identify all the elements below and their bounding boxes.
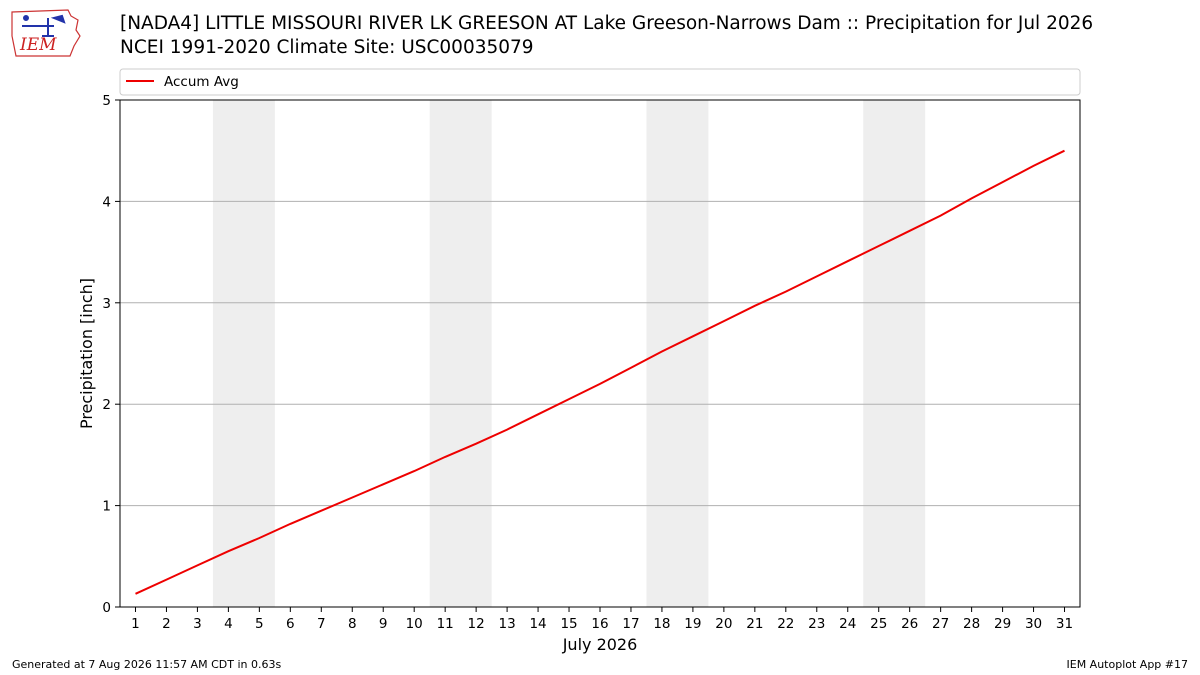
x-tick-label: 18 — [653, 616, 670, 632]
x-tick-label: 2 — [162, 616, 171, 632]
y-tick-label: 2 — [102, 397, 111, 413]
x-tick-label: 4 — [224, 616, 233, 632]
x-tick-label: 29 — [994, 616, 1011, 632]
generated-timestamp: Generated at 7 Aug 2026 11:57 AM CDT in … — [12, 658, 282, 671]
x-tick-label: 30 — [1025, 616, 1042, 632]
x-tick-label: 17 — [622, 616, 639, 632]
legend-label-accum-avg: Accum Avg — [164, 74, 239, 90]
x-tick-label: 23 — [808, 616, 825, 632]
x-tick-label: 19 — [684, 616, 701, 632]
chart-title: [NADA4] LITTLE MISSOURI RIVER LK GREESON… — [120, 13, 1094, 34]
x-tick-label: 3 — [193, 616, 202, 632]
series-group — [135, 149, 1065, 595]
y-tick-label: 3 — [102, 296, 111, 312]
x-tick-label: 20 — [715, 616, 732, 632]
x-tick-label: 26 — [901, 616, 918, 632]
x-tick-label: 11 — [437, 616, 454, 632]
y-tick-label: 1 — [102, 499, 111, 515]
x-tick-label: 10 — [406, 616, 423, 632]
x-tick-label: 15 — [560, 616, 577, 632]
x-tick-label: 28 — [963, 616, 980, 632]
x-tick-label: 1 — [131, 616, 140, 632]
x-tick-label: 24 — [839, 616, 856, 632]
weather-station-icon — [22, 14, 66, 37]
x-tick-label: 8 — [348, 616, 357, 632]
x-axis-label: July 2026 — [562, 635, 638, 654]
y-axis-label: Precipitation [inch] — [77, 278, 96, 429]
app-credit: IEM Autoplot App #17 — [1066, 658, 1189, 671]
legend: Accum Avg — [119, 68, 1081, 96]
y-axis: 0 1 2 3 4 5 — [102, 93, 120, 616]
legend-box — [119, 68, 1081, 96]
x-tick-label: 9 — [379, 616, 388, 632]
x-tick-label: 12 — [468, 616, 485, 632]
logo-text: IEM — [19, 35, 57, 55]
weekend-band — [212, 100, 275, 607]
x-tick-label: 31 — [1056, 616, 1073, 632]
y-tick-label: 4 — [102, 194, 111, 210]
y-tick-label: 0 — [102, 600, 111, 616]
weekend-band — [863, 100, 926, 607]
x-tick-label: 7 — [317, 616, 326, 632]
x-tick-label: 5 — [255, 616, 264, 632]
x-tick-label: 25 — [870, 616, 887, 632]
x-tick-label: 16 — [591, 616, 608, 632]
weekend-shading-group — [212, 100, 926, 607]
x-tick-label: 27 — [932, 616, 949, 632]
series-line-accum-avg — [135, 149, 1065, 595]
weekend-band — [429, 100, 492, 607]
weekend-band — [646, 100, 709, 607]
x-tick-label: 21 — [746, 616, 763, 632]
x-tick-label: 6 — [286, 616, 295, 632]
x-tick-label: 14 — [529, 616, 546, 632]
gridlines-group — [120, 200, 1080, 507]
iem-logo: IEM — [11, 9, 81, 57]
chart-subtitle: NCEI 1991-2020 Climate Site: USC00035079 — [120, 37, 534, 58]
x-tick-label: 13 — [499, 616, 516, 632]
x-tick-label: 22 — [777, 616, 794, 632]
y-tick-label: 5 — [102, 93, 111, 109]
x-axis: 1 2 3 4 5 6 7 8 9 10 11 12 13 14 15 16 17 18 19 20 21 22 23 24 2… — [131, 607, 1073, 632]
